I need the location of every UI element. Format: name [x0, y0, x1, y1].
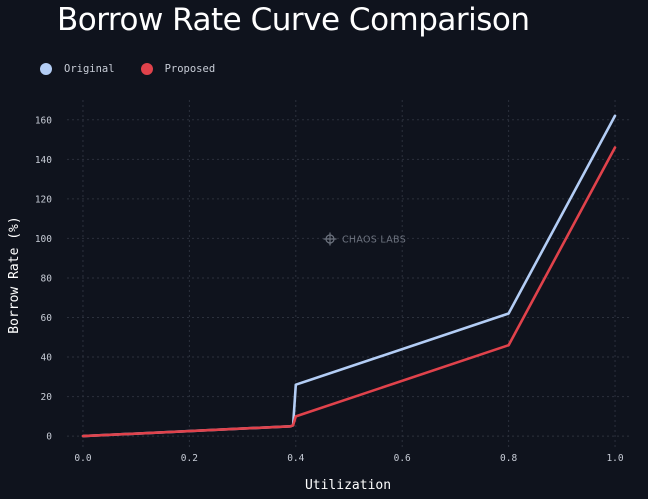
x-tick-label: 0.8 — [500, 453, 517, 464]
x-axis-ticks: 0.0 0.2 0.4 0.6 0.8 1.0 — [74, 453, 624, 464]
grid — [67, 100, 631, 448]
y-tick-label: 120 — [35, 194, 52, 205]
y-tick-label: 0 — [46, 432, 52, 443]
y-tick-label: 160 — [35, 115, 52, 126]
x-tick-label: 0.6 — [394, 453, 411, 464]
watermark: CHAOS LABS — [323, 232, 406, 246]
y-tick-label: 80 — [41, 273, 53, 284]
y-axis-ticks: 0 20 40 60 80 100 120 140 160 — [35, 115, 52, 442]
legend-marker-proposed — [140, 63, 153, 75]
x-tick-label: 1.0 — [606, 453, 623, 464]
legend-label-original: Original — [64, 63, 115, 75]
legend-marker-original — [40, 63, 52, 75]
y-tick-label: 40 — [41, 353, 53, 364]
series-line-original[interactable] — [81, 114, 617, 438]
legend-item-original[interactable]: Original — [40, 63, 115, 75]
chaos-labs-logo-icon — [323, 232, 337, 246]
series-line-proposed[interactable] — [81, 146, 617, 438]
y-tick-label: 100 — [35, 234, 52, 245]
y-tick-label: 140 — [35, 155, 52, 166]
x-axis-title: Utilization — [305, 478, 391, 493]
x-tick-label: 0.4 — [287, 453, 304, 464]
legend-item-proposed[interactable]: Proposed — [140, 63, 216, 75]
x-tick-label: 0.0 — [74, 453, 91, 464]
y-tick-label: 60 — [41, 313, 53, 324]
y-axis-title: Borrow Rate (%) — [7, 216, 22, 333]
legend-label-proposed: Proposed — [164, 63, 216, 75]
watermark-text: CHAOS LABS — [342, 235, 406, 246]
series-layer — [81, 114, 617, 438]
legend: Original Proposed — [40, 63, 215, 75]
y-tick-label: 20 — [41, 392, 53, 403]
chart-title: Borrow Rate Curve Comparison — [57, 2, 530, 38]
x-tick-label: 0.2 — [181, 453, 198, 464]
